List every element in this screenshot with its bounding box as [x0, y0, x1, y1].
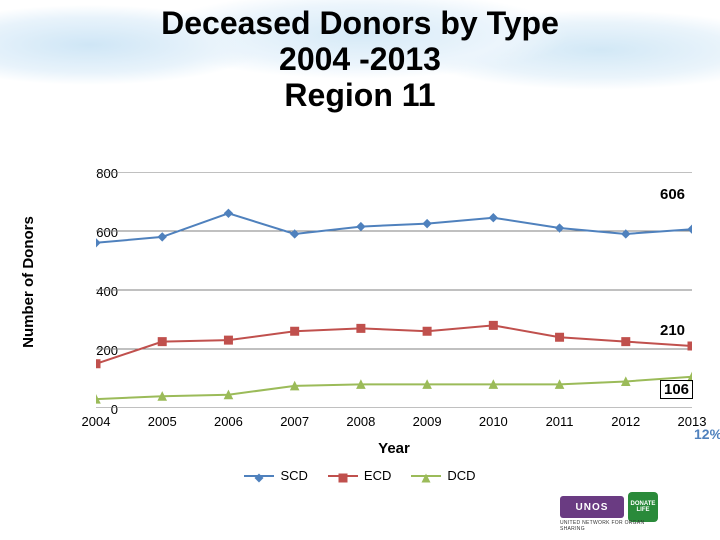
footer-logo: UNOS DONATE LIFE UNITED NETWORK FOR ORGA… — [560, 488, 702, 528]
x-axis-label: Year — [96, 440, 692, 457]
donate-life-logo: DONATE LIFE — [628, 492, 658, 522]
legend-label: SCD — [280, 468, 307, 483]
chart-title: Deceased Donors by Type 2004 -2013 Regio… — [0, 6, 720, 113]
title-line-2: 2004 -2013 — [0, 42, 720, 78]
x-tick-label: 2006 — [203, 414, 253, 429]
data-callout: 606 — [660, 186, 685, 203]
y-axis-label-wrap: Number of Donors — [20, 172, 44, 392]
unos-logo: UNOS — [560, 496, 624, 518]
plot-area — [96, 172, 692, 408]
x-tick-label: 2004 — [71, 414, 121, 429]
x-tick-label: 2008 — [336, 414, 386, 429]
y-axis-label: Number of Donors — [20, 172, 44, 392]
x-tick-label: 2005 — [137, 414, 187, 429]
percentage-label: 12% — [694, 426, 720, 442]
logo-subtitle: UNITED NETWORK FOR ORGAN SHARING — [560, 520, 660, 532]
legend: SCD ECD DCD — [0, 468, 720, 486]
legend-label: ECD — [364, 468, 391, 483]
legend-label: DCD — [447, 468, 475, 483]
data-callout: 106 — [660, 380, 693, 399]
title-line-3: Region 11 — [0, 78, 720, 114]
legend-item-ecd: ECD — [328, 468, 391, 483]
legend-item-dcd: DCD — [411, 468, 475, 483]
slide: Deceased Donors by Type 2004 -2013 Regio… — [0, 0, 720, 540]
donate-text-2: LIFE — [637, 507, 650, 513]
plot-svg — [96, 172, 692, 408]
title-line-1: Deceased Donors by Type — [0, 6, 720, 42]
x-tick-label: 2007 — [270, 414, 320, 429]
data-callout: 210 — [660, 322, 685, 339]
x-tick-label: 2010 — [468, 414, 518, 429]
x-tick-label: 2011 — [535, 414, 585, 429]
legend-item-scd: SCD — [244, 468, 307, 483]
x-tick-label: 2012 — [601, 414, 651, 429]
x-tick-label: 2009 — [402, 414, 452, 429]
